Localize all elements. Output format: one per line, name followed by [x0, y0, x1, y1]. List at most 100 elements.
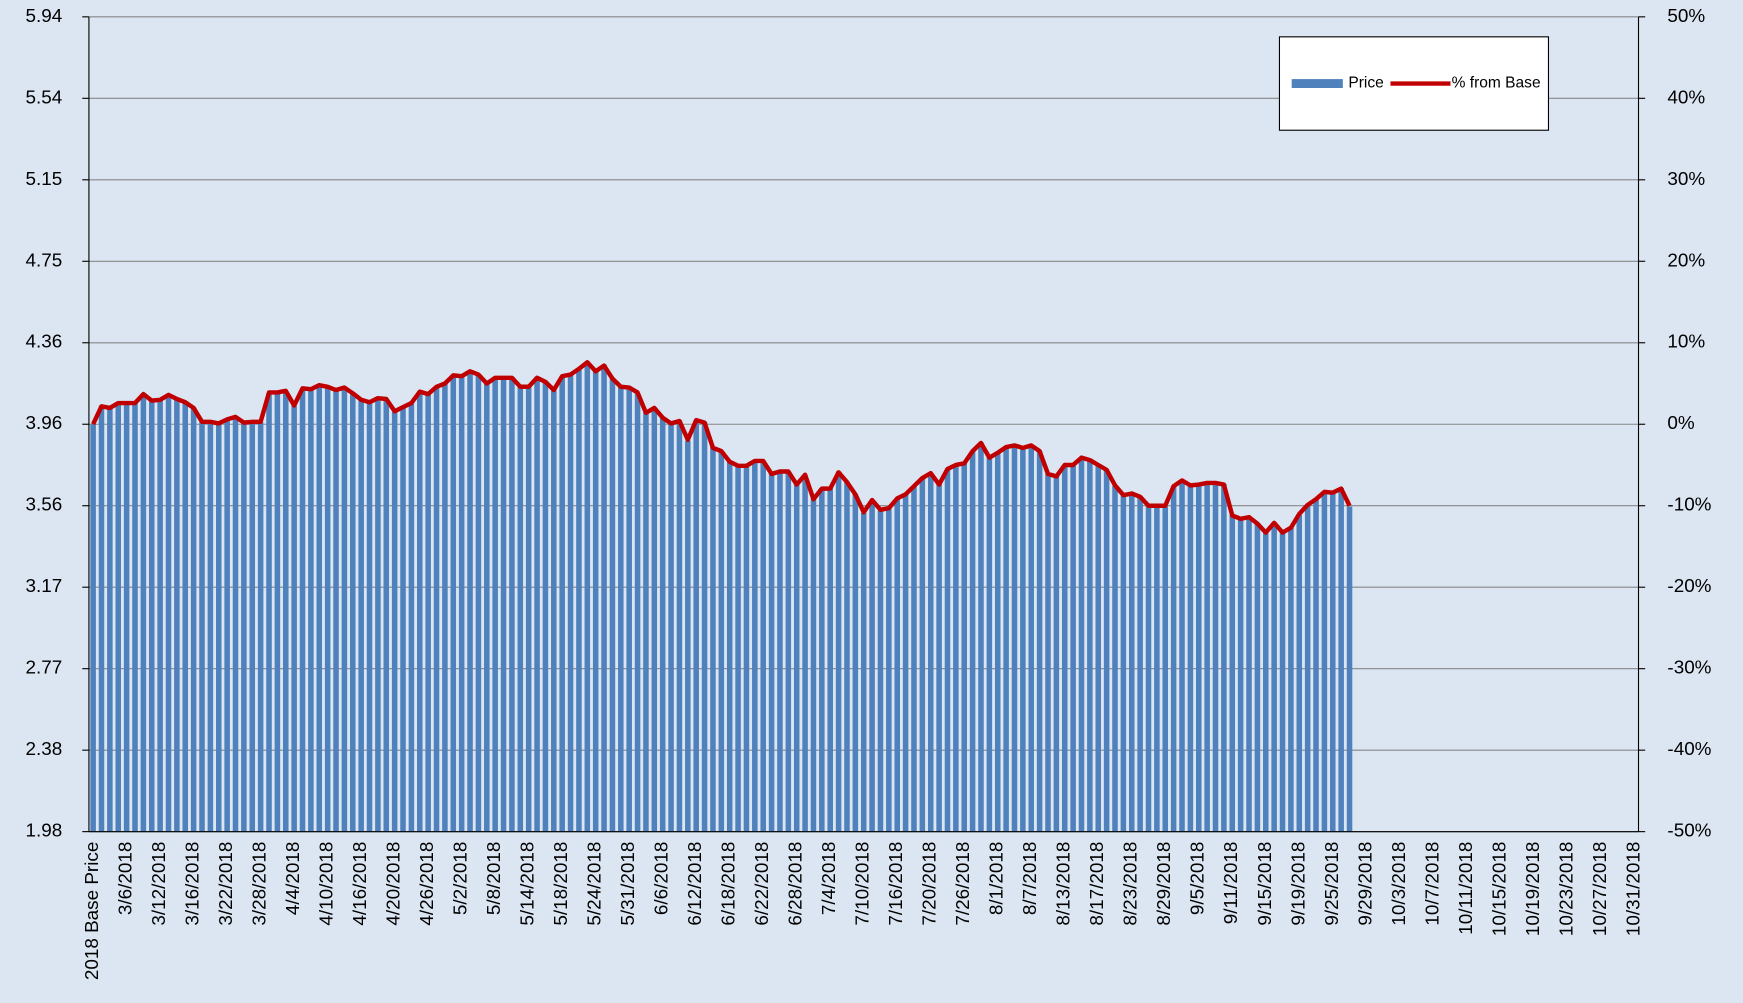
y-tick-label: 4.75 [26, 250, 63, 271]
x-tick-label: 6/12/2018 [685, 842, 706, 926]
x-tick-label: 3/22/2018 [216, 842, 237, 926]
bar [517, 387, 524, 832]
x-tick-label: 5/31/2018 [618, 842, 639, 926]
x-tick-label: 8/1/2018 [987, 842, 1008, 915]
bar [869, 500, 875, 832]
bar [1028, 444, 1035, 832]
y-tick-label: 2.77 [26, 658, 63, 679]
x-tick-label: 3/28/2018 [250, 842, 271, 926]
bar [1321, 492, 1328, 832]
bar [860, 512, 867, 832]
bar [1078, 457, 1085, 832]
bar [643, 411, 649, 832]
y-tick-label: 3.56 [26, 495, 63, 516]
bar [90, 424, 96, 832]
x-tick-label: 4/4/2018 [283, 842, 304, 915]
x-tick-label: 9/29/2018 [1355, 842, 1376, 926]
bar [232, 416, 239, 832]
y2-tick-label: 40% [1667, 87, 1705, 108]
bar [1070, 465, 1076, 832]
axes [88, 16, 1640, 833]
bar [383, 399, 390, 832]
bar [576, 368, 582, 832]
bar [433, 387, 440, 832]
bar [484, 383, 490, 832]
bar [316, 385, 323, 832]
bar [793, 483, 800, 832]
x-tick-label: 5/18/2018 [551, 842, 572, 926]
bar [1212, 483, 1219, 832]
bar [1187, 485, 1194, 832]
bar [961, 463, 967, 832]
y-tick-label: 2.38 [26, 739, 63, 760]
bar [601, 364, 607, 832]
x-tick-label: 9/19/2018 [1288, 842, 1309, 926]
x-tick-label: 3/6/2018 [116, 842, 137, 915]
bar [726, 461, 733, 832]
legend-swatch [1291, 79, 1343, 88]
x-tick-label: 10/15/2018 [1489, 842, 1510, 936]
x-tick-label: 8/29/2018 [1154, 842, 1175, 926]
bar [969, 450, 976, 832]
x-tick-label: 3/12/2018 [149, 842, 170, 926]
bar [291, 405, 297, 832]
y2-tick-label: 20% [1667, 250, 1705, 271]
bar [659, 418, 666, 832]
bar [257, 422, 264, 832]
bar [894, 498, 900, 832]
bar [777, 471, 783, 832]
bar [760, 461, 766, 832]
x-tick-label: 6/18/2018 [719, 842, 740, 926]
y2-tick-label: -10% [1667, 495, 1711, 516]
bar [911, 485, 917, 832]
bar [1120, 494, 1127, 832]
y2-tick-label: 0% [1667, 413, 1694, 434]
bar [584, 362, 591, 832]
bar [1145, 506, 1152, 832]
bar [827, 488, 833, 832]
bar [115, 403, 122, 832]
bar [165, 395, 172, 832]
x-tick-label: 10/11/2018 [1456, 842, 1477, 935]
bar [844, 481, 850, 832]
bar [375, 397, 381, 832]
y2-tick-label: -50% [1667, 821, 1711, 842]
x-tick-label: 4/16/2018 [350, 842, 371, 926]
bar [835, 471, 842, 832]
bar [1103, 469, 1110, 832]
x-tick-label: 8/7/2018 [1020, 842, 1041, 915]
bar [182, 401, 189, 832]
bar [308, 389, 314, 832]
bar [408, 403, 415, 832]
bar [819, 488, 825, 832]
bar [283, 391, 289, 832]
bar [266, 393, 272, 832]
bar [551, 389, 557, 832]
bar [199, 422, 205, 832]
y2-tick-label: -40% [1667, 739, 1711, 760]
x-tick-label: 9/11/2018 [1221, 842, 1242, 925]
bar [743, 465, 750, 832]
bar [1279, 533, 1286, 832]
bar [768, 473, 775, 832]
bar [634, 393, 641, 832]
x-tick-label: 4/26/2018 [417, 842, 438, 926]
bar [475, 374, 482, 832]
bar [936, 483, 942, 832]
bar [1137, 496, 1143, 832]
bar [886, 508, 892, 832]
legend-label: % from Base [1452, 75, 1541, 92]
bar [1061, 465, 1068, 832]
bar [509, 376, 515, 832]
bar [107, 407, 113, 832]
bar [1296, 514, 1303, 832]
labels: 1.98 2.38 2.77 3.17 3.56 3.96 4.36 4.75 5.15 5.54… [26, 6, 1712, 980]
x-tick-label: 10/27/2018 [1590, 842, 1611, 936]
bar [442, 383, 448, 832]
bar [685, 440, 691, 832]
legend: Price % from Base [1278, 36, 1550, 131]
y-tick-label: 1.98 [26, 821, 63, 842]
y2-tick-label: 30% [1667, 169, 1705, 190]
bar [1053, 475, 1060, 832]
bar [1036, 450, 1043, 832]
